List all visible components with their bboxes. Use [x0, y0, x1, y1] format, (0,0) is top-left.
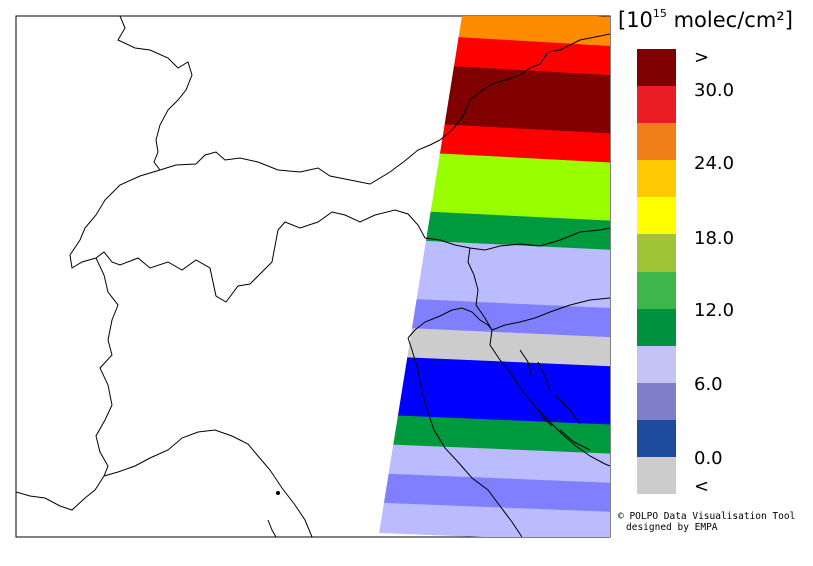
border-switzerland-west-south	[69, 169, 426, 303]
legend-label: 0.0	[694, 448, 723, 469]
swath-row	[402, 357, 610, 397]
legend-label: 30.0	[694, 80, 735, 101]
border-slovenia-croatia	[491, 297, 610, 331]
border-austria-germany	[439, 33, 610, 141]
coast-corsica	[267, 519, 277, 537]
legend-label: >	[694, 47, 710, 68]
coast-french	[16, 475, 105, 511]
legend-swatch	[637, 123, 676, 161]
border-france-germany	[117, 16, 193, 171]
legend-swatch	[637, 382, 676, 421]
border-switzerland-north	[159, 139, 441, 185]
legend-swatch	[637, 160, 676, 198]
legend-swatch	[637, 234, 676, 272]
border-france-italy	[95, 257, 119, 477]
swath-row	[449, 66, 610, 106]
legend-swatch	[637, 456, 676, 495]
swath-row	[388, 444, 610, 484]
swath-row	[393, 415, 610, 455]
legend-label: 12.0	[694, 300, 735, 321]
swath-row	[458, 16, 610, 47]
coast-croatia	[489, 329, 610, 467]
swath-row	[444, 95, 610, 135]
credit-line-1: © POLPO Data Visualisation Tool	[618, 511, 796, 522]
legend-label: 6.0	[694, 374, 723, 395]
legend-label: <	[694, 476, 710, 497]
country-borders	[16, 16, 610, 537]
coast-adriatic-italy	[407, 307, 523, 537]
legend-colorbar	[637, 49, 676, 495]
swath-row	[435, 153, 610, 193]
satellite-swath	[379, 16, 610, 537]
swath-row	[430, 182, 610, 222]
legend-swatch	[637, 86, 676, 124]
legend-swatch	[637, 419, 676, 458]
legend-swatch	[637, 308, 676, 347]
lake-marker	[276, 491, 280, 495]
swath-row	[383, 473, 610, 513]
swath-row	[453, 37, 610, 77]
legend-label: 24.0	[694, 153, 735, 174]
swath-row	[379, 502, 610, 537]
swath-row	[425, 211, 610, 251]
swath-row	[439, 124, 610, 164]
swath-row	[416, 270, 610, 310]
legend-swatch	[637, 49, 676, 87]
legend-unit-title: [1015 molec/cm²]	[618, 7, 793, 32]
swath-row	[421, 240, 610, 280]
credit-text: © POLPO Data Visualisation Tool designed…	[618, 511, 795, 533]
legend-label: 18.0	[694, 228, 735, 249]
border-austria-south	[424, 227, 610, 251]
islands-croatia	[519, 349, 591, 451]
coast-ligurian	[103, 429, 313, 537]
border-italy-slovenia	[467, 247, 493, 331]
credit-line-2: designed by EMPA	[626, 522, 718, 533]
legend-swatch	[637, 345, 676, 384]
legend-swatch	[637, 271, 676, 310]
swath-row	[407, 328, 610, 368]
legend-swatch	[637, 197, 676, 235]
swath-row	[397, 386, 610, 426]
